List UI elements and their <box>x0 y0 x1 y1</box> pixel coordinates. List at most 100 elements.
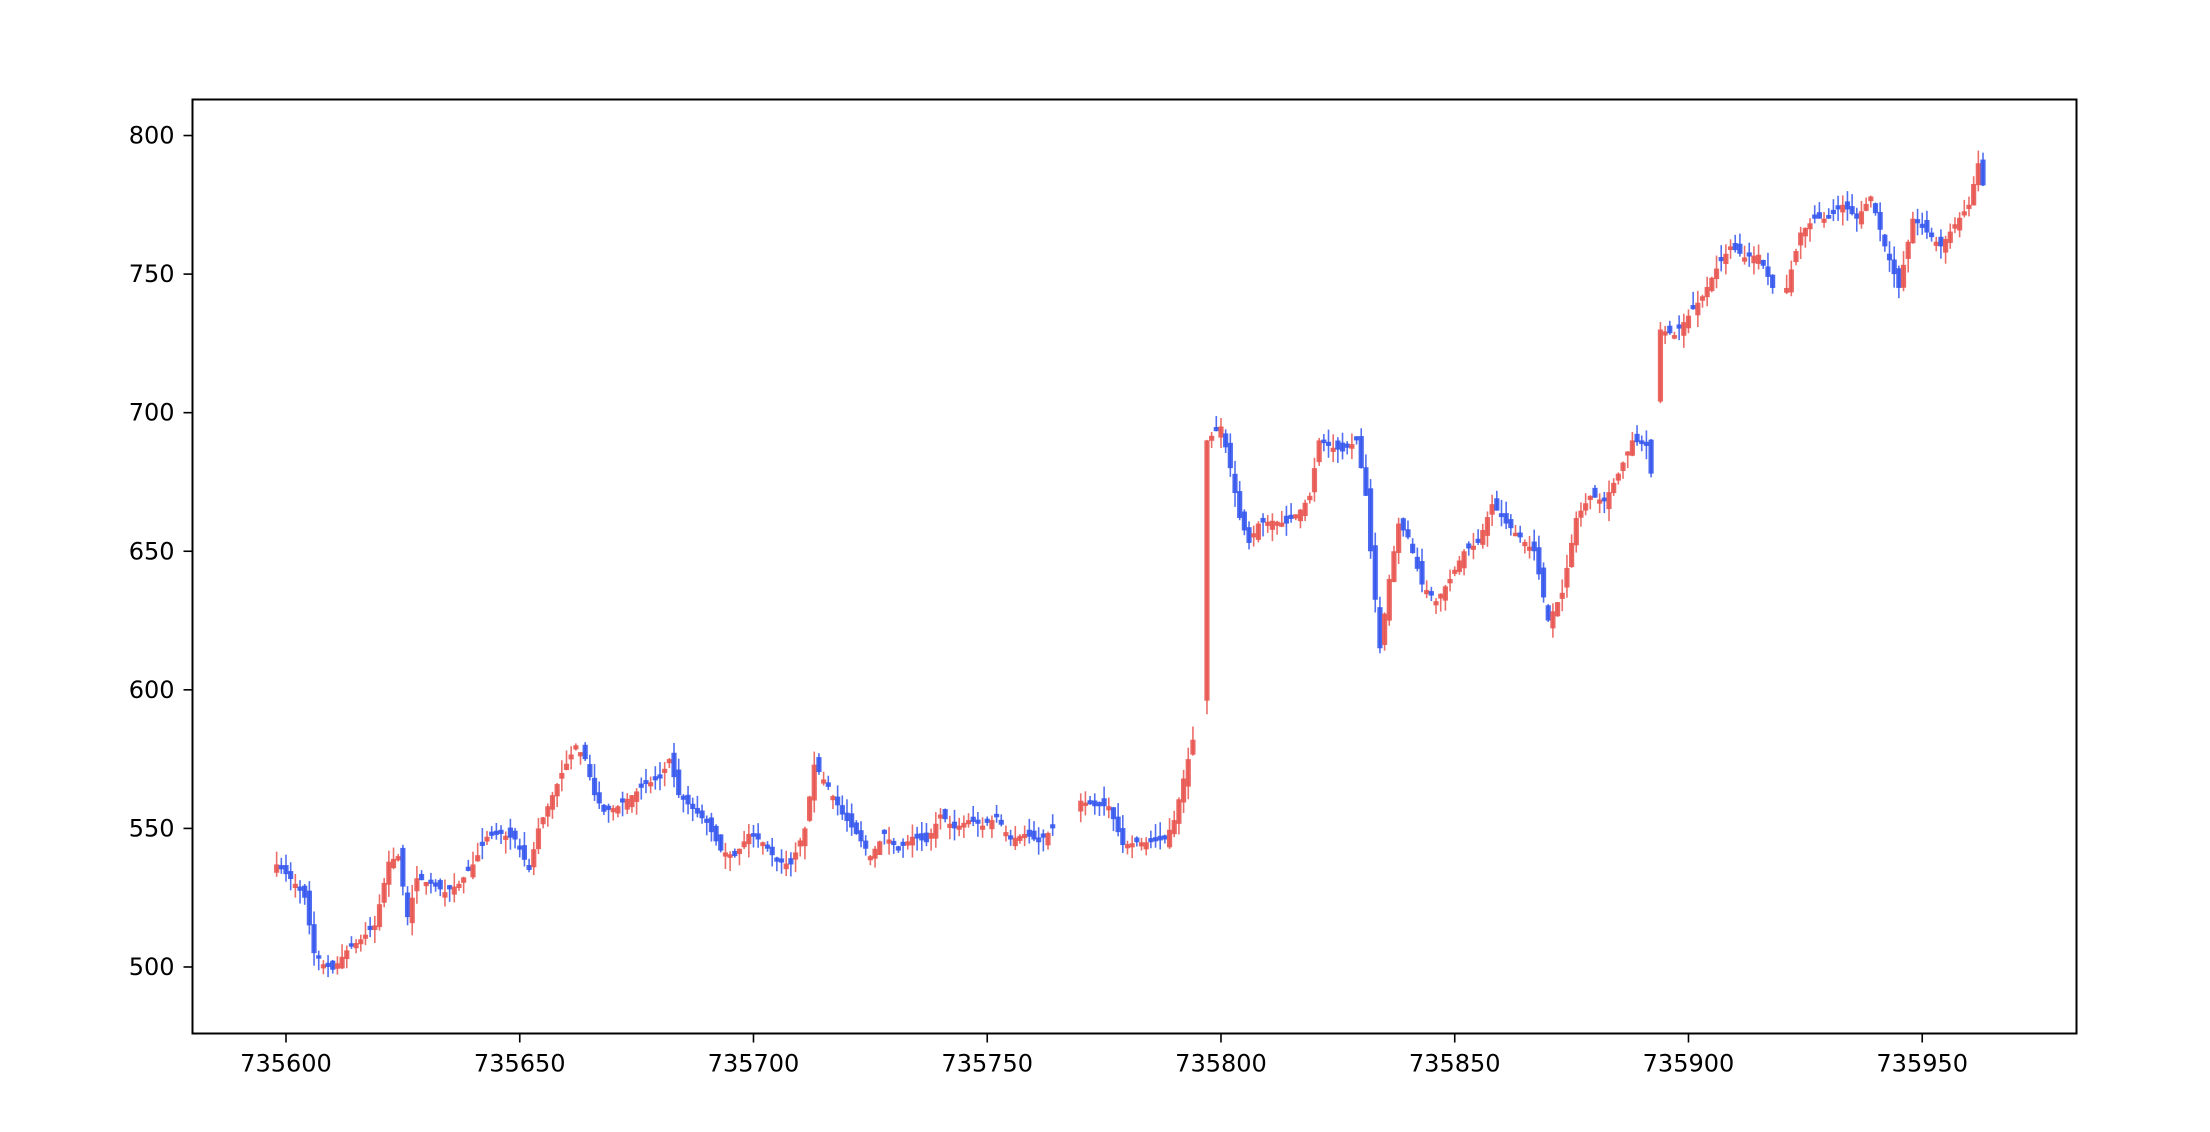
candle-body <box>1872 203 1879 214</box>
candle <box>1237 481 1243 521</box>
candle <box>858 821 864 848</box>
candle-body <box>951 821 958 829</box>
candle-body <box>821 779 827 784</box>
candle-body <box>1433 601 1439 606</box>
candle-body <box>1704 287 1710 298</box>
candle <box>1732 234 1738 253</box>
candle-body <box>461 877 467 883</box>
candle-body <box>727 854 733 858</box>
candle-body <box>1938 236 1944 247</box>
candle <box>1008 829 1014 846</box>
candle-body <box>1830 209 1837 215</box>
candle-body <box>858 830 864 842</box>
candle <box>1269 513 1276 542</box>
y-tick-label: 700 <box>129 399 175 427</box>
candle-body <box>1784 287 1790 293</box>
candle <box>895 845 902 853</box>
y-tick-label: 800 <box>129 122 175 150</box>
candle-body <box>928 833 934 839</box>
candle <box>400 844 406 896</box>
candle-body <box>1858 211 1865 225</box>
candle <box>643 768 649 794</box>
candle <box>802 826 808 860</box>
candle <box>704 815 710 836</box>
candle-body <box>1442 586 1448 601</box>
candle-body <box>1625 451 1631 456</box>
candle <box>489 826 495 840</box>
candle <box>475 842 481 862</box>
candle-body <box>1498 513 1505 518</box>
candle <box>1545 604 1551 622</box>
candle-body <box>895 846 902 851</box>
candle-body <box>1713 268 1720 280</box>
candle <box>1573 511 1579 553</box>
candle <box>694 795 700 818</box>
candle-body <box>1756 254 1762 264</box>
candle-body <box>1910 218 1916 244</box>
candle-body <box>470 864 476 878</box>
candle <box>937 808 944 830</box>
candle <box>844 799 850 832</box>
candle-body <box>493 830 499 835</box>
candle <box>909 824 916 858</box>
candle <box>1143 837 1149 856</box>
candle <box>877 840 883 855</box>
candle <box>1204 439 1210 715</box>
candle <box>1812 205 1818 224</box>
candle <box>1676 315 1682 341</box>
x-tick-label: 735950 <box>1876 1050 1968 1078</box>
candle <box>316 950 322 971</box>
candle-body <box>1096 802 1103 807</box>
candle-body <box>1503 513 1509 524</box>
candle-body <box>1690 305 1696 310</box>
candle <box>498 825 504 845</box>
candle <box>732 848 738 858</box>
candle-body <box>1639 440 1645 445</box>
candle <box>1681 313 1687 348</box>
candle-body <box>1957 217 1963 231</box>
candle-body <box>1559 592 1565 599</box>
candle-body <box>1209 435 1215 441</box>
candle-body <box>1928 232 1935 238</box>
candle-body <box>554 784 560 797</box>
candle <box>811 751 817 813</box>
candle <box>1311 457 1318 502</box>
candle <box>521 832 528 867</box>
candle-body <box>451 886 457 895</box>
candle-body <box>1213 427 1219 432</box>
candle <box>1709 276 1715 293</box>
candle <box>484 830 490 845</box>
candle-body <box>531 849 537 868</box>
candle <box>1966 196 1972 217</box>
candle-body <box>577 752 584 757</box>
candle-body <box>1176 799 1182 824</box>
candle <box>1288 503 1294 523</box>
candle-body <box>1662 331 1668 336</box>
candle-body <box>1484 517 1491 536</box>
candle-body <box>353 942 359 949</box>
candle <box>951 809 958 841</box>
candle <box>1424 580 1430 599</box>
candle <box>423 881 429 895</box>
candle-body <box>1657 329 1664 402</box>
candle <box>605 803 612 823</box>
candle <box>596 781 602 809</box>
x-tick-label: 735600 <box>240 1050 332 1078</box>
candle <box>1849 194 1855 216</box>
candle <box>1092 793 1098 815</box>
candle <box>629 795 635 813</box>
candle <box>652 766 658 790</box>
candle <box>755 823 761 848</box>
candle <box>1905 239 1911 273</box>
candle-body <box>643 780 649 785</box>
candle <box>1975 150 1981 192</box>
candle-body <box>1302 502 1308 517</box>
candle <box>1489 494 1495 526</box>
candle <box>1863 197 1869 212</box>
candle <box>1830 199 1837 222</box>
candle <box>1302 499 1308 522</box>
plot-area-frame <box>191 98 2078 1035</box>
candle <box>1554 601 1561 617</box>
candle-body <box>1952 224 1958 229</box>
